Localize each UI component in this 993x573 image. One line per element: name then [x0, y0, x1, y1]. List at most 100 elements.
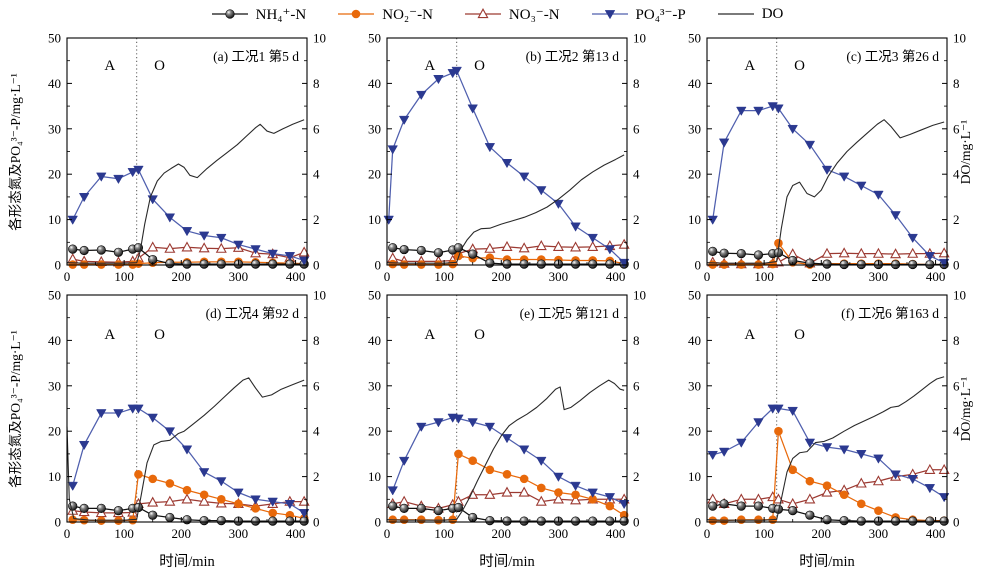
legend-item-do: DO — [716, 5, 784, 23]
svg-text:2: 2 — [633, 469, 640, 484]
svg-text:10: 10 — [48, 212, 61, 227]
svg-text:100: 100 — [434, 526, 454, 541]
svg-text:100: 100 — [754, 269, 774, 284]
svg-text:40: 40 — [368, 76, 381, 91]
svg-text:4: 4 — [313, 167, 320, 182]
do-marker-icon — [717, 13, 754, 15]
svg-text:10: 10 — [368, 469, 381, 484]
svg-text:0: 0 — [375, 515, 382, 530]
svg-text:0: 0 — [384, 269, 391, 284]
svg-text:10: 10 — [633, 31, 646, 46]
subplot-e-title: (e) 工况5 第121 d — [520, 305, 620, 321]
subplot-c-title: (c) 工况3 第26 d — [846, 48, 939, 64]
svg-text:300: 300 — [869, 526, 889, 541]
svg-text:0: 0 — [375, 258, 382, 273]
svg-text:50: 50 — [48, 288, 61, 303]
svg-text:2: 2 — [313, 469, 320, 484]
svg-text:400: 400 — [606, 526, 626, 541]
legend-item-nh4: NH₄⁺-N — [210, 5, 307, 24]
svg-text:20: 20 — [368, 167, 381, 182]
svg-text:4: 4 — [633, 424, 640, 439]
svg-text:6: 6 — [313, 121, 320, 136]
svg-text:0: 0 — [64, 269, 71, 284]
svg-text:20: 20 — [688, 167, 701, 182]
svg-text:0: 0 — [704, 526, 711, 541]
svg-text:100: 100 — [114, 269, 133, 284]
svg-text:50: 50 — [688, 31, 701, 46]
legend: NH₄⁺-N NO₂⁻-N NO₃⁻-N PO₄³⁻-P DO — [0, 2, 993, 26]
svg-text:0: 0 — [695, 515, 702, 530]
svg-text:6: 6 — [633, 378, 640, 393]
legend-label-do: DO — [761, 5, 784, 22]
phase-label-o: O — [154, 327, 165, 343]
svg-text:400: 400 — [286, 269, 306, 284]
phase-label-a: A — [424, 58, 435, 74]
svg-text:0: 0 — [64, 526, 71, 541]
svg-text:8: 8 — [633, 76, 640, 91]
svg-text:0: 0 — [953, 515, 960, 530]
svg-text:30: 30 — [48, 378, 61, 393]
svg-text:2: 2 — [633, 212, 640, 227]
svg-text:2: 2 — [953, 469, 960, 484]
svg-text:0: 0 — [313, 258, 320, 273]
svg-text:20: 20 — [48, 167, 61, 182]
phase-label-o: O — [154, 58, 165, 74]
subplot-b-canvas: 0 100 200 300 400 0 10 20 30 40 50 0 2 4 6 8 10 A O (b) 工况2… — [368, 31, 646, 285]
no3-marker-icon — [464, 8, 501, 19]
svg-text:30: 30 — [48, 121, 61, 136]
svg-text:30: 30 — [688, 378, 701, 393]
svg-text:300: 300 — [229, 526, 249, 541]
svg-text:300: 300 — [549, 526, 569, 541]
svg-text:400: 400 — [606, 269, 626, 284]
subplot-a-title: (a) 工况1 第5 d — [213, 48, 299, 64]
svg-text:8: 8 — [313, 333, 320, 348]
left-axis-title-row2: 各形态氮及PO₄³⁻-P/mg·L⁻¹ — [8, 330, 23, 488]
nh4-marker-icon — [211, 9, 248, 19]
svg-text:6: 6 — [313, 378, 320, 393]
svg-text:30: 30 — [368, 121, 381, 136]
svg-text:0: 0 — [953, 258, 960, 273]
x-axis-title: 时间/min — [799, 553, 855, 570]
legend-label-nh4: NH₄⁺-N — [255, 6, 307, 23]
legend-item-no2: NO₂⁻-N — [336, 5, 433, 24]
svg-text:40: 40 — [48, 333, 61, 348]
svg-text:200: 200 — [172, 526, 192, 541]
svg-text:10: 10 — [313, 31, 326, 46]
svg-text:50: 50 — [368, 31, 381, 46]
subplot-d-canvas: 0 100 200 300 400 0 10 20 30 40 50 0 2 4 6 8 10 A O (d) 工况4… — [48, 288, 326, 571]
svg-text:10: 10 — [368, 212, 381, 227]
svg-text:2: 2 — [313, 212, 320, 227]
svg-text:10: 10 — [313, 288, 326, 303]
svg-text:0: 0 — [633, 515, 640, 530]
phase-label-a: A — [104, 58, 115, 74]
svg-text:30: 30 — [368, 378, 381, 393]
svg-text:0: 0 — [695, 258, 702, 273]
svg-text:0: 0 — [313, 515, 320, 530]
no2-marker-icon — [338, 9, 375, 19]
legend-label-no3: NO₃⁻-N — [508, 6, 560, 23]
subplot-f-canvas: 0 100 200 300 400 0 10 20 30 40 50 0 2 4 6 8 10 A O (f) 工况6… — [688, 288, 966, 571]
po4-marker-icon — [591, 10, 628, 20]
x-axis-title: 时间/min — [159, 553, 215, 570]
svg-text:8: 8 — [633, 333, 640, 348]
svg-text:40: 40 — [688, 333, 701, 348]
legend-item-no3: NO₃⁻-N — [463, 5, 560, 24]
phase-label-o: O — [474, 327, 485, 343]
svg-text:100: 100 — [754, 526, 774, 541]
svg-text:400: 400 — [286, 526, 306, 541]
svg-text:6: 6 — [633, 121, 640, 136]
phase-label-o: O — [474, 58, 485, 74]
subplot-e-canvas: 0 100 200 300 400 0 10 20 30 40 50 0 2 4 6 8 10 A O (e) 工况5… — [368, 288, 646, 571]
phase-label-o: O — [794, 327, 805, 343]
svg-text:0: 0 — [55, 258, 62, 273]
svg-text:200: 200 — [492, 526, 512, 541]
svg-text:20: 20 — [368, 424, 381, 439]
svg-text:50: 50 — [368, 288, 381, 303]
phase-label-o: O — [794, 58, 805, 74]
svg-text:200: 200 — [812, 526, 832, 541]
svg-text:4: 4 — [313, 424, 320, 439]
svg-text:10: 10 — [688, 212, 701, 227]
phase-label-a: A — [744, 327, 755, 343]
svg-text:0: 0 — [384, 526, 391, 541]
